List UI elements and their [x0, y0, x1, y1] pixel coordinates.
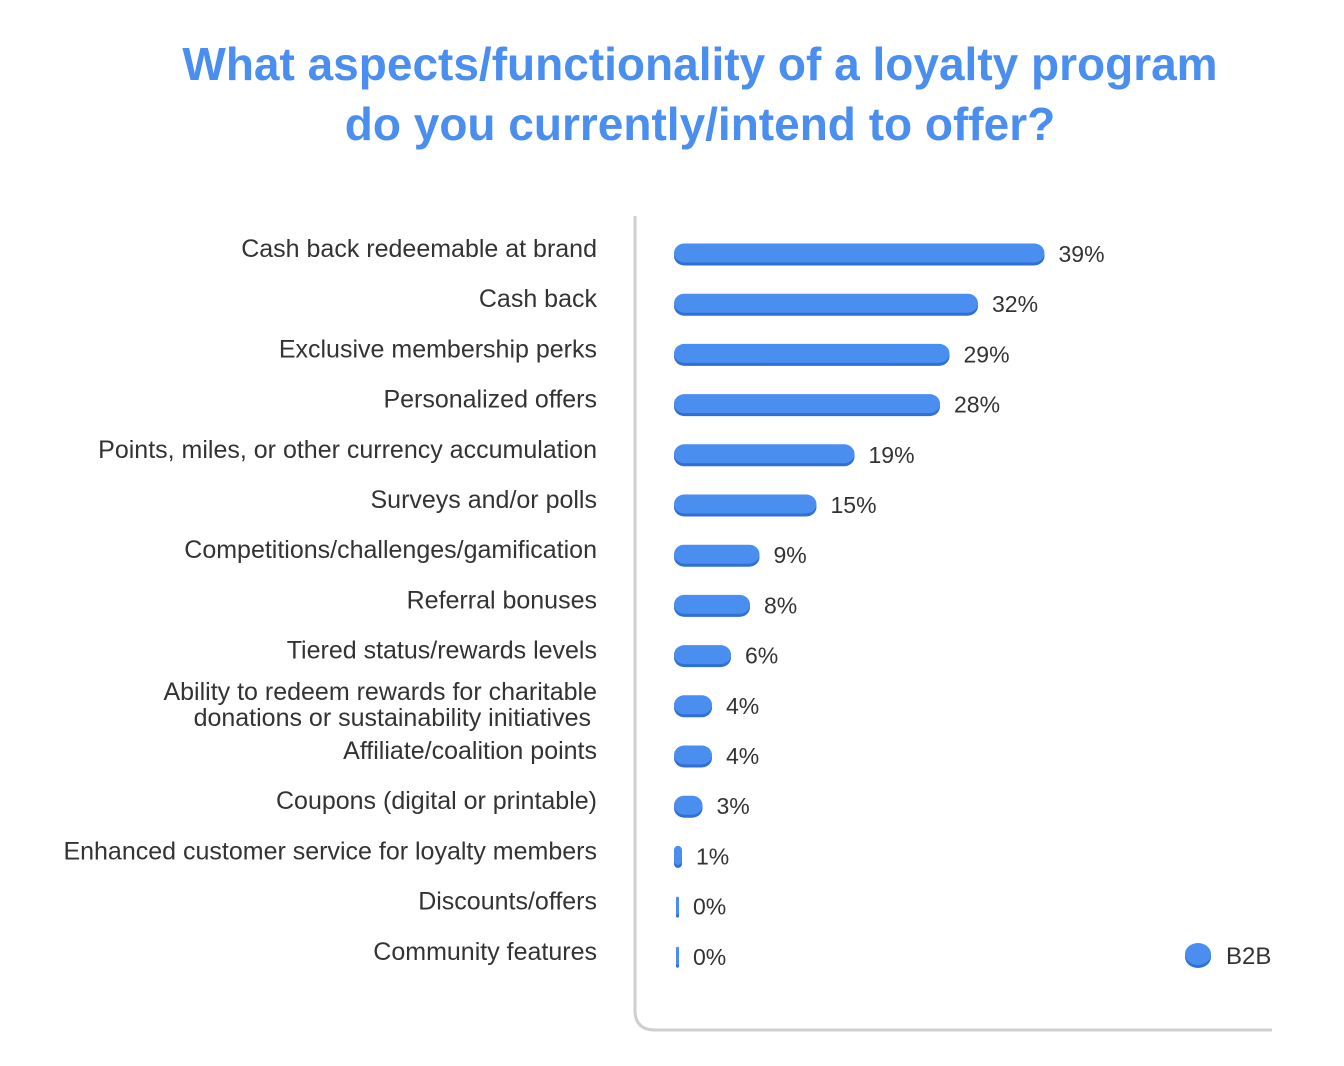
bar [674, 695, 712, 718]
bar [674, 444, 855, 467]
bar [674, 795, 703, 818]
category-label: Ability to redeem rewards for charitable… [163, 678, 597, 732]
category-label-line: Surveys and/or polls [370, 486, 597, 514]
legend-swatch [1185, 943, 1211, 965]
data-label: 0% [693, 894, 726, 920]
category-label-line: Affiliate/coalition points [343, 737, 597, 765]
bar-fill [674, 594, 750, 614]
category-label: Cash back redeemable at brand [241, 235, 597, 263]
data-label: 1% [696, 843, 729, 869]
category-label: Points, miles, or other currency accumul… [98, 436, 597, 464]
category-label: Cash back [479, 285, 598, 313]
bar [674, 594, 750, 617]
category-label: Enhanced customer service for loyalty me… [63, 837, 597, 865]
category-label: Personalized offers [383, 386, 597, 414]
data-label: 15% [831, 492, 877, 518]
chart-title-line-1: What aspects/functionality of a loyalty … [182, 38, 1218, 90]
data-label: 6% [745, 643, 778, 669]
data-label: 29% [964, 341, 1010, 367]
bar [674, 494, 817, 517]
bar-fill [674, 544, 760, 564]
bar-fill [674, 444, 855, 464]
bar-fill [674, 795, 703, 815]
bar [674, 645, 731, 668]
data-label: 8% [764, 592, 797, 618]
category-label-line: Competitions/challenges/gamification [184, 536, 597, 564]
bar-fill [674, 394, 940, 414]
category-label: Coupons (digital or printable) [276, 787, 597, 815]
bar-fill [674, 695, 712, 715]
category-label-line: Tiered status/rewards levels [287, 637, 597, 665]
data-label: 9% [774, 542, 807, 568]
bar-fill [674, 343, 950, 363]
category-label-line: Ability to redeem rewards for charitable [163, 678, 597, 706]
category-label: Exclusive membership perks [279, 335, 597, 363]
bar-fill [676, 946, 679, 965]
bar [676, 946, 679, 968]
bar-fill [674, 243, 1045, 263]
legend: B2B [1185, 943, 1271, 970]
data-label: 4% [726, 693, 759, 719]
bar [674, 745, 712, 768]
category-label-line: Points, miles, or other currency accumul… [98, 436, 597, 464]
category-label: Surveys and/or polls [370, 486, 597, 514]
category-label: Discounts/offers [418, 888, 597, 916]
bar [674, 394, 940, 417]
data-label: 28% [954, 392, 1000, 418]
category-label: Referral bonuses [407, 586, 597, 614]
category-label-line: Personalized offers [383, 386, 597, 414]
category-label-line: Community features [373, 938, 597, 966]
data-label: 39% [1059, 241, 1105, 267]
category-label: Competitions/challenges/gamification [184, 536, 597, 564]
bar [676, 896, 679, 918]
chart-title-line-2: do you currently/intend to offer? [344, 98, 1056, 150]
category-label-line: Coupons (digital or printable) [276, 787, 597, 815]
category-label-line: Exclusive membership perks [279, 335, 597, 363]
data-label: 32% [992, 291, 1038, 317]
bar-fill [676, 896, 679, 915]
category-label-line: donations or sustainability initiatives [194, 704, 591, 732]
bar [674, 343, 950, 366]
bar-fill [674, 645, 731, 665]
chart-title: What aspects/functionality of a loyalty … [0, 34, 1344, 154]
bar [674, 243, 1045, 266]
data-label: 0% [693, 944, 726, 970]
legend-label: B2B [1226, 943, 1271, 970]
bar [674, 293, 978, 316]
bar-fill [674, 494, 817, 514]
bar-fill [674, 745, 712, 765]
category-label-line: Cash back [479, 285, 598, 313]
data-label: 4% [726, 743, 759, 769]
category-label: Affiliate/coalition points [343, 737, 597, 765]
category-label-line: Discounts/offers [418, 888, 597, 916]
category-label-line: Cash back redeemable at brand [241, 235, 597, 263]
category-label-line: Referral bonuses [407, 586, 597, 614]
category-label: Tiered status/rewards levels [287, 637, 597, 665]
data-label: 3% [717, 793, 750, 819]
bar [674, 845, 682, 868]
bar [674, 544, 760, 567]
bar-fill [674, 845, 682, 865]
category-label: Community features [373, 938, 597, 966]
data-label: 19% [869, 442, 915, 468]
category-label-line: Enhanced customer service for loyalty me… [63, 837, 597, 865]
axis-line [633, 216, 1272, 1032]
bar-fill [674, 293, 978, 313]
